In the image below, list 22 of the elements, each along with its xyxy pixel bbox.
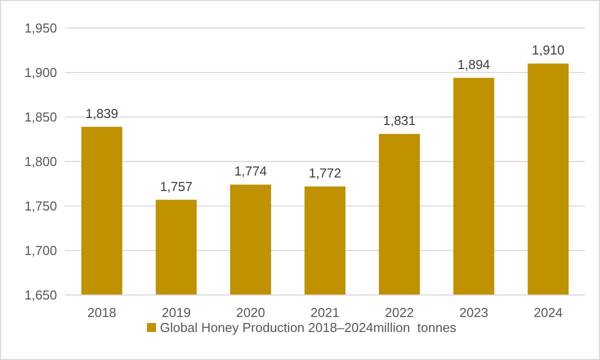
y-tick-label: 1,650 (24, 288, 57, 302)
y-tick-label: 1,900 (24, 65, 57, 80)
x-tick-label: 2021 (310, 305, 340, 320)
x-tick-label: 2019 (162, 305, 191, 320)
data-label: 1,894 (458, 56, 490, 72)
data-label: 1,831 (383, 112, 416, 128)
y-tick-label: 1,850 (24, 110, 57, 124)
y-tick-label: 1,700 (24, 243, 57, 258)
data-label: 1,839 (86, 106, 118, 121)
data-label: 1,772 (308, 165, 342, 180)
y-tick-label: 1,750 (24, 198, 57, 214)
y-tick-label: 1,950 (24, 20, 57, 36)
x-tick-label: 2022 (384, 305, 414, 320)
data-label: 1,910 (532, 42, 564, 58)
y-tick-label: 1,800 (24, 154, 57, 169)
legend-label: Global Honey Production 2018–2024million tonnes (160, 320, 457, 335)
data-label: 1,774 (234, 164, 267, 179)
x-tick-label: 2018 (87, 305, 116, 320)
x-tick-label: 2023 (459, 305, 488, 320)
x-tick-label: 2024 (534, 305, 563, 320)
x-tick-label: 2020 (236, 305, 266, 320)
data-label: 1,757 (160, 178, 192, 194)
